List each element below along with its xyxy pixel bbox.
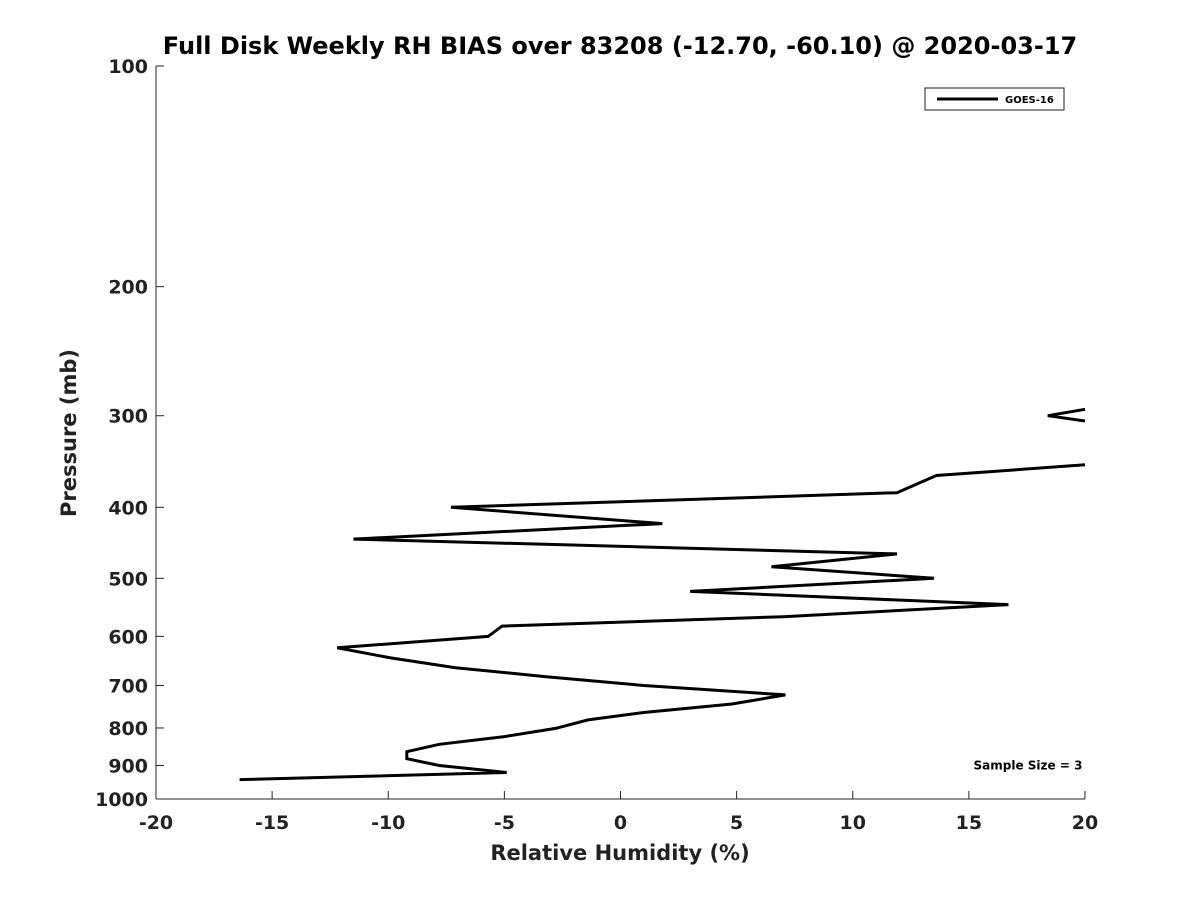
- y-tick-label: 600: [108, 626, 148, 648]
- y-tick-label: 800: [108, 718, 148, 740]
- plot-axes: -20 -15 -10 -5 0 5 10 15 20 100 200 300 400 500 600 700…: [95, 56, 1098, 834]
- x-tick-label: 5: [730, 812, 743, 834]
- legend-label: GOES-16: [1005, 95, 1054, 106]
- x-tick-label: -20: [139, 812, 173, 834]
- y-tick-label: 200: [108, 277, 148, 299]
- y-tick-label: 700: [108, 675, 148, 697]
- x-tick-label: -5: [494, 812, 515, 834]
- x-tick-label: 20: [1072, 812, 1098, 834]
- y-tick-label: 900: [108, 755, 148, 777]
- series-line: [1047, 407, 1086, 423]
- chart-title: Full Disk Weekly RH BIAS over 83208 (-12…: [163, 32, 1077, 60]
- x-axis-label: Relative Humidity (%): [490, 841, 749, 865]
- y-tick-label: 400: [108, 497, 148, 519]
- series-line: [239, 463, 1086, 782]
- x-tick-label: 15: [956, 812, 982, 834]
- y-tick-label: 300: [108, 406, 148, 428]
- y-tick-label: 500: [108, 568, 148, 590]
- y-axis-label: Pressure (mb): [57, 349, 81, 517]
- x-tick-label: 10: [840, 812, 866, 834]
- legend: GOES-16: [924, 87, 1065, 111]
- y-tick-label: 1000: [95, 789, 148, 811]
- x-tick-label: 0: [614, 812, 627, 834]
- sample-size-annotation: Sample Size = 3: [974, 758, 1083, 772]
- series-layer: [239, 407, 1086, 782]
- annotations: Sample Size = 3: [974, 758, 1083, 772]
- x-tick-label: -15: [255, 812, 289, 834]
- x-tick-label: -10: [371, 812, 405, 834]
- y-tick-label: 100: [108, 56, 148, 78]
